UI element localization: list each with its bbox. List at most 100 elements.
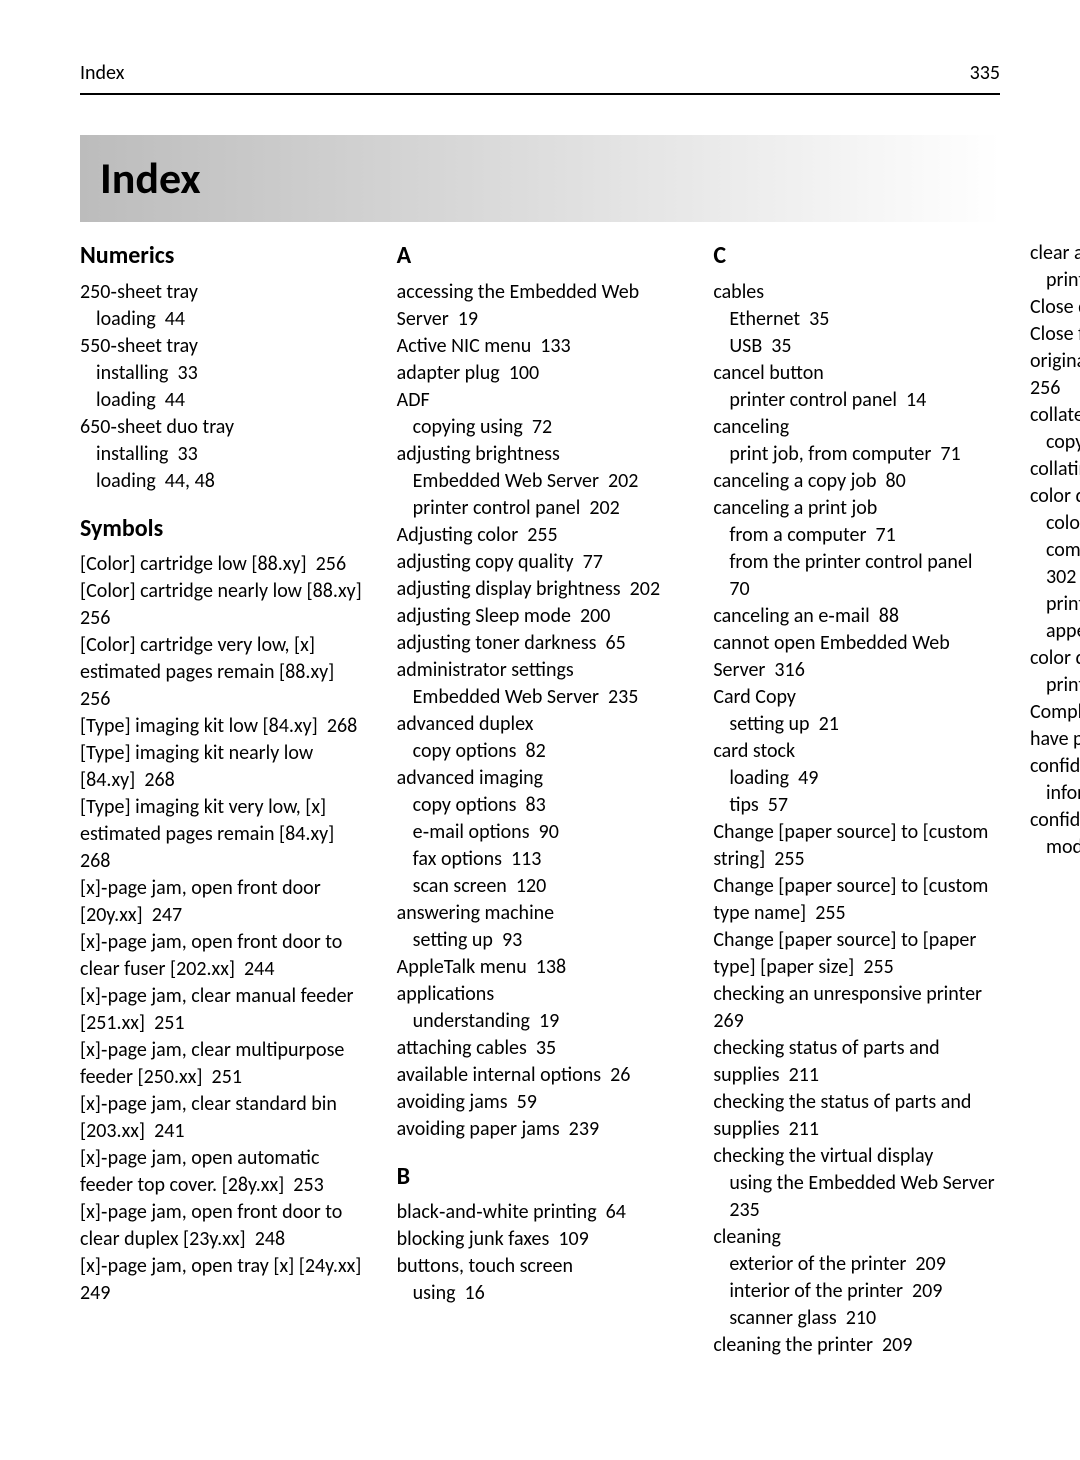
index-subentry: setting up 21	[713, 711, 1000, 738]
index-term: confidential jobs	[1030, 807, 1080, 834]
index-term: [Type] imaging kit nearly low [84.xy] 26…	[80, 740, 367, 794]
index-subentry: copy options 83	[397, 792, 684, 819]
index-term: buttons, touch screen	[397, 1253, 684, 1280]
index-entry: [Color] cartridge nearly low [88.xy] 256	[80, 578, 367, 632]
index-entry: adjusting brightnessEmbedded Web Server …	[397, 441, 684, 522]
index-term: collating copies 78	[1030, 456, 1080, 483]
index-subentry: prints on color transparencies appear da…	[1030, 591, 1080, 645]
running-header: Index 335	[80, 60, 1000, 95]
index-entry: collatecopy options 81	[1030, 402, 1080, 456]
index-entry: adapter plug 100	[397, 360, 684, 387]
index-term: Close flatbed cover and load originals i…	[1030, 321, 1080, 402]
index-term: [x]‑page jam, clear multipurpose feeder …	[80, 1037, 367, 1091]
index-entry: applicationsunderstanding 19	[397, 981, 684, 1035]
index-entry: adjusting copy quality 77	[397, 549, 684, 576]
index-subentry: understanding 19	[397, 1008, 684, 1035]
index-subentry: e‑mail options 90	[397, 819, 684, 846]
index-entry: adjusting toner darkness 65	[397, 630, 684, 657]
index-subentry: loading 44	[80, 387, 367, 414]
index-term: canceling an e‑mail 88	[713, 603, 1000, 630]
index-subentry: scanner glass 210	[713, 1305, 1000, 1332]
index-entry: avoiding jams 59	[397, 1089, 684, 1116]
index-entry: [Type] imaging kit low [84.xy] 268	[80, 713, 367, 740]
index-term: Change [paper source] to [paper type] [p…	[713, 927, 1000, 981]
index-term: adapter plug 100	[397, 360, 684, 387]
index-term: [x]‑page jam, open front door [20y.xx] 2…	[80, 875, 367, 929]
index-subentry: printer control panel 202	[397, 495, 684, 522]
index-term: available internal options 26	[397, 1062, 684, 1089]
index-entry: [x]‑page jam, open front door to clear d…	[80, 1199, 367, 1253]
index-term: clear all / reset button	[1030, 240, 1080, 267]
index-subentry: color of print and color on computer scr…	[1030, 510, 1080, 591]
index-subentry: copying using 72	[397, 414, 684, 441]
index-subentry: loading 44	[80, 306, 367, 333]
index-entry: card stockloading 49tips 57	[713, 738, 1000, 819]
index-term: Card Copy	[713, 684, 1000, 711]
index-term: ADF	[397, 387, 684, 414]
index-entry: [x]‑page jam, open front door [20y.xx] 2…	[80, 875, 367, 929]
index-entry: [x]‑page jam, clear manual feeder [251.x…	[80, 983, 367, 1037]
index-term: Close door 255	[1030, 294, 1080, 321]
index-entry: [Type] imaging kit very low, [x] estimat…	[80, 794, 367, 875]
index-term: advanced duplex	[397, 711, 684, 738]
index-subentry: modifying print settings 69, 237	[1030, 834, 1080, 861]
index-term: card stock	[713, 738, 1000, 765]
index-entry: [x]‑page jam, clear multipurpose feeder …	[80, 1037, 367, 1091]
index-entry: cablesEthernet 35USB 35	[713, 279, 1000, 360]
index-term: canceling a print job	[713, 495, 1000, 522]
index-entry: accessing the Embedded Web Server 19	[397, 279, 684, 333]
index-subentry: print appears tinted 302	[1030, 672, 1080, 699]
index-term: [x]‑page jam, open front door to clear d…	[80, 1199, 367, 1253]
index-entry: attaching cables 35	[397, 1035, 684, 1062]
index-entry: answering machinesetting up 93	[397, 900, 684, 954]
section-heading: B	[397, 1161, 684, 1193]
index-entry: ADFcopying using 72	[397, 387, 684, 441]
index-term: 250‑sheet tray	[80, 279, 367, 306]
index-term: adjusting Sleep mode 200	[397, 603, 684, 630]
index-term: adjusting copy quality 77	[397, 549, 684, 576]
index-term: color quality troubleshooting	[1030, 483, 1080, 510]
index-entry: avoiding paper jams 239	[397, 1116, 684, 1143]
index-subentry: installing 33	[80, 441, 367, 468]
index-subentry: copy options 82	[397, 738, 684, 765]
index-term: checking the status of parts and supplie…	[713, 1089, 1000, 1143]
index-entry: Change [paper source] to [paper type] [p…	[713, 927, 1000, 981]
index-entry: black‑and‑white printing 64	[397, 1199, 684, 1226]
index-term: AppleTalk menu 138	[397, 954, 684, 981]
index-term: accessing the Embedded Web Server 19	[397, 279, 684, 333]
index-entry: checking the virtual displayusing the Em…	[713, 1143, 1000, 1224]
index-entry: [x]‑page jam, clear standard bin [203.xx…	[80, 1091, 367, 1145]
header-page-number: 335	[970, 60, 1000, 87]
index-subentry: loading 49	[713, 765, 1000, 792]
index-subentry: Ethernet 35	[713, 306, 1000, 333]
index-term: cleaning	[713, 1224, 1000, 1251]
index-entry: [Type] imaging kit nearly low [84.xy] 26…	[80, 740, 367, 794]
index-term: adjusting display brightness 202	[397, 576, 684, 603]
index-entry: cancel buttonprinter control panel 14	[713, 360, 1000, 414]
index-term: confidential data	[1030, 753, 1080, 780]
index-term: checking the virtual display	[713, 1143, 1000, 1170]
index-entry: administrator settingsEmbedded Web Serve…	[397, 657, 684, 711]
index-entry: 250‑sheet trayloading 44	[80, 279, 367, 333]
index-subentry: printer control panel 14	[1030, 267, 1080, 294]
index-entry: checking an unresponsive printer 269	[713, 981, 1000, 1035]
index-subentry: using 16	[397, 1280, 684, 1307]
index-term: [x]‑page jam, open tray [x] [24y.xx] 249	[80, 1253, 367, 1307]
index-entry: adjusting display brightness 202	[397, 576, 684, 603]
index-term: [x]‑page jam, clear manual feeder [251.x…	[80, 983, 367, 1037]
index-term: adjusting toner darkness 65	[397, 630, 684, 657]
index-term: avoiding jams 59	[397, 1089, 684, 1116]
index-entry: advanced duplexcopy options 82	[397, 711, 684, 765]
index-entry: collating copies 78	[1030, 456, 1080, 483]
index-entry: Complex page, some data may not have pri…	[1030, 699, 1080, 753]
section-heading: Symbols	[80, 513, 367, 545]
index-entry: blocking junk faxes 109	[397, 1226, 684, 1253]
index-subentry: USB 35	[713, 333, 1000, 360]
index-entry: canceling a print jobfrom a computer 71f…	[713, 495, 1000, 603]
index-term: cannot open Embedded Web Server 316	[713, 630, 1000, 684]
index-term: cables	[713, 279, 1000, 306]
index-entry: confidential datainformation on securing…	[1030, 753, 1080, 807]
index-term: black‑and‑white printing 64	[397, 1199, 684, 1226]
index-subentry: scan screen 120	[397, 873, 684, 900]
index-subentry: installing 33	[80, 360, 367, 387]
